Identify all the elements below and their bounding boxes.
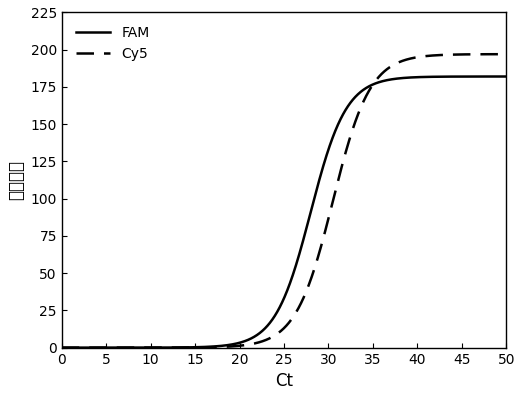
FAM bbox=[409, 75, 415, 80]
FAM bbox=[490, 74, 496, 79]
X-axis label: Ct: Ct bbox=[275, 372, 293, 390]
Cy5 bbox=[81, 345, 88, 350]
FAM bbox=[263, 325, 269, 330]
Legend: FAM, Cy5: FAM, Cy5 bbox=[69, 19, 157, 68]
Cy5 bbox=[58, 345, 65, 350]
FAM bbox=[490, 74, 496, 79]
Y-axis label: 荧光强度: 荧光强度 bbox=[7, 160, 25, 200]
FAM bbox=[503, 74, 509, 79]
Cy5 bbox=[490, 52, 496, 57]
Cy5 bbox=[263, 337, 269, 342]
Cy5 bbox=[490, 52, 496, 57]
Cy5 bbox=[503, 52, 509, 56]
FAM bbox=[81, 345, 88, 350]
Cy5 bbox=[409, 56, 415, 61]
Line: FAM: FAM bbox=[62, 77, 506, 348]
FAM bbox=[58, 345, 65, 350]
Line: Cy5: Cy5 bbox=[62, 54, 506, 348]
Cy5 bbox=[275, 331, 281, 336]
FAM bbox=[275, 308, 281, 313]
